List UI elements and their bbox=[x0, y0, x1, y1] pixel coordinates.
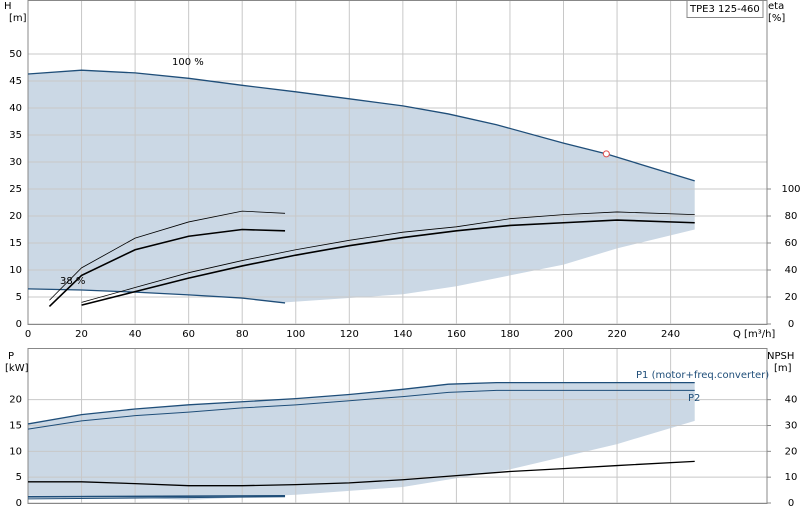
x-tick-label: 180 bbox=[500, 329, 519, 340]
y-tick-label: 20 bbox=[9, 211, 22, 222]
annotation: P2 bbox=[688, 393, 700, 404]
x-tick-label: 220 bbox=[608, 329, 627, 340]
curve bbox=[27, 69, 695, 182]
x-tick-label: 80 bbox=[236, 329, 249, 340]
y2-tick-label: 0 bbox=[788, 319, 794, 330]
x-axis-label: Q [m³/h] bbox=[733, 329, 775, 340]
x-tick-label: 240 bbox=[661, 329, 680, 340]
chart-title: TPE3 125-460 bbox=[689, 4, 760, 15]
x-tick-label: 40 bbox=[129, 329, 142, 340]
y-tick-label: 30 bbox=[9, 157, 22, 168]
curve bbox=[27, 389, 695, 430]
y-tick-label: 40 bbox=[9, 103, 22, 114]
title-box bbox=[686, 0, 764, 18]
x-tick-label: 140 bbox=[393, 329, 412, 340]
y2-axis-unit: [%] bbox=[768, 13, 785, 24]
y-tick-label: 10 bbox=[9, 265, 22, 276]
y-tick-label: 0 bbox=[16, 319, 22, 330]
y2-tick-label: 60 bbox=[785, 238, 798, 249]
curve bbox=[27, 288, 286, 304]
y2-tick-label: 30 bbox=[785, 421, 798, 432]
curve bbox=[28, 460, 695, 487]
y2-tick-label: 80 bbox=[785, 211, 798, 222]
y-tick-label: 25 bbox=[9, 184, 22, 195]
x-tick-label: 100 bbox=[286, 329, 305, 340]
y2-axis-unit: [m] bbox=[774, 363, 792, 374]
y-axis-unit: [kW] bbox=[5, 363, 29, 374]
y-axis-label: P bbox=[8, 351, 14, 362]
y-tick-label: 35 bbox=[9, 130, 22, 141]
y-tick-label: 15 bbox=[9, 421, 22, 432]
y2-tick-label: 20 bbox=[785, 292, 798, 303]
y2-tick-label: 40 bbox=[785, 395, 798, 406]
y-tick-label: 0 bbox=[16, 498, 22, 509]
y-tick-label: 50 bbox=[9, 49, 22, 60]
plot-frame bbox=[27, 0, 768, 325]
y-tick-label: 45 bbox=[9, 76, 22, 87]
y-tick-label: 20 bbox=[9, 395, 22, 406]
curve bbox=[81, 211, 695, 303]
annotation: 38 % bbox=[60, 276, 85, 287]
duty-point bbox=[602, 150, 610, 158]
y2-tick-label: 10 bbox=[785, 472, 798, 483]
y-tick-label: 10 bbox=[9, 446, 22, 457]
y2-tick-label: 40 bbox=[785, 265, 798, 276]
y2-tick-label: 20 bbox=[785, 446, 798, 457]
y2-tick-label: 0 bbox=[788, 498, 794, 509]
curve bbox=[49, 210, 286, 301]
y-tick-label: 5 bbox=[16, 472, 22, 483]
x-tick-label: 160 bbox=[447, 329, 466, 340]
operating-area bbox=[28, 70, 695, 303]
curve bbox=[81, 219, 695, 306]
curve bbox=[27, 494, 286, 498]
curve bbox=[27, 496, 286, 500]
annotation: 100 % bbox=[172, 57, 204, 68]
y-tick-label: 5 bbox=[16, 292, 22, 303]
x-tick-label: 120 bbox=[340, 329, 359, 340]
curve bbox=[27, 381, 695, 425]
y2-axis-label: eta bbox=[768, 1, 784, 12]
y-axis-label: H bbox=[4, 1, 12, 12]
y-axis-unit: [m] bbox=[9, 13, 27, 24]
x-tick-label: 20 bbox=[75, 329, 88, 340]
x-tick-label: 60 bbox=[182, 329, 195, 340]
x-tick-label: 200 bbox=[554, 329, 573, 340]
x-tick-label: 0 bbox=[25, 329, 31, 340]
plot-frame bbox=[27, 348, 768, 504]
y2-axis-label: NPSH bbox=[767, 351, 794, 362]
y-tick-label: 15 bbox=[9, 238, 22, 249]
annotation: P1 (motor+freq.converter) bbox=[636, 370, 769, 381]
curve bbox=[48, 228, 286, 308]
y2-tick-label: 100 bbox=[781, 184, 800, 195]
